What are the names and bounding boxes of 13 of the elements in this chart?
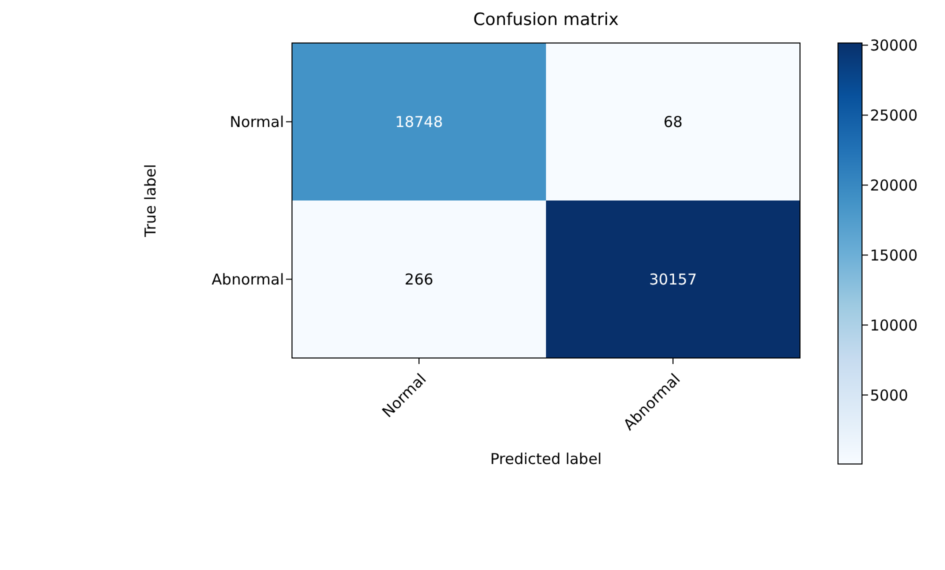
color-bar-label: 20000 — [870, 176, 918, 194]
color-bar-label: 5000 — [870, 386, 908, 404]
data-label: 68 — [663, 113, 683, 132]
y-axis-title: True label — [141, 164, 160, 238]
color-bar-label: 30000 — [870, 36, 918, 55]
data-label: 18748 — [395, 113, 443, 132]
data-label: 30157 — [649, 270, 697, 289]
chart-title: Confusion matrix — [472, 10, 620, 30]
color-bar-label: 25000 — [870, 106, 918, 124]
color-bar-label: 15000 — [870, 246, 918, 264]
x-axis-title: Predicted label — [490, 450, 602, 468]
data-label: 266 — [404, 270, 434, 289]
color-bar-label: 10000 — [870, 316, 918, 334]
